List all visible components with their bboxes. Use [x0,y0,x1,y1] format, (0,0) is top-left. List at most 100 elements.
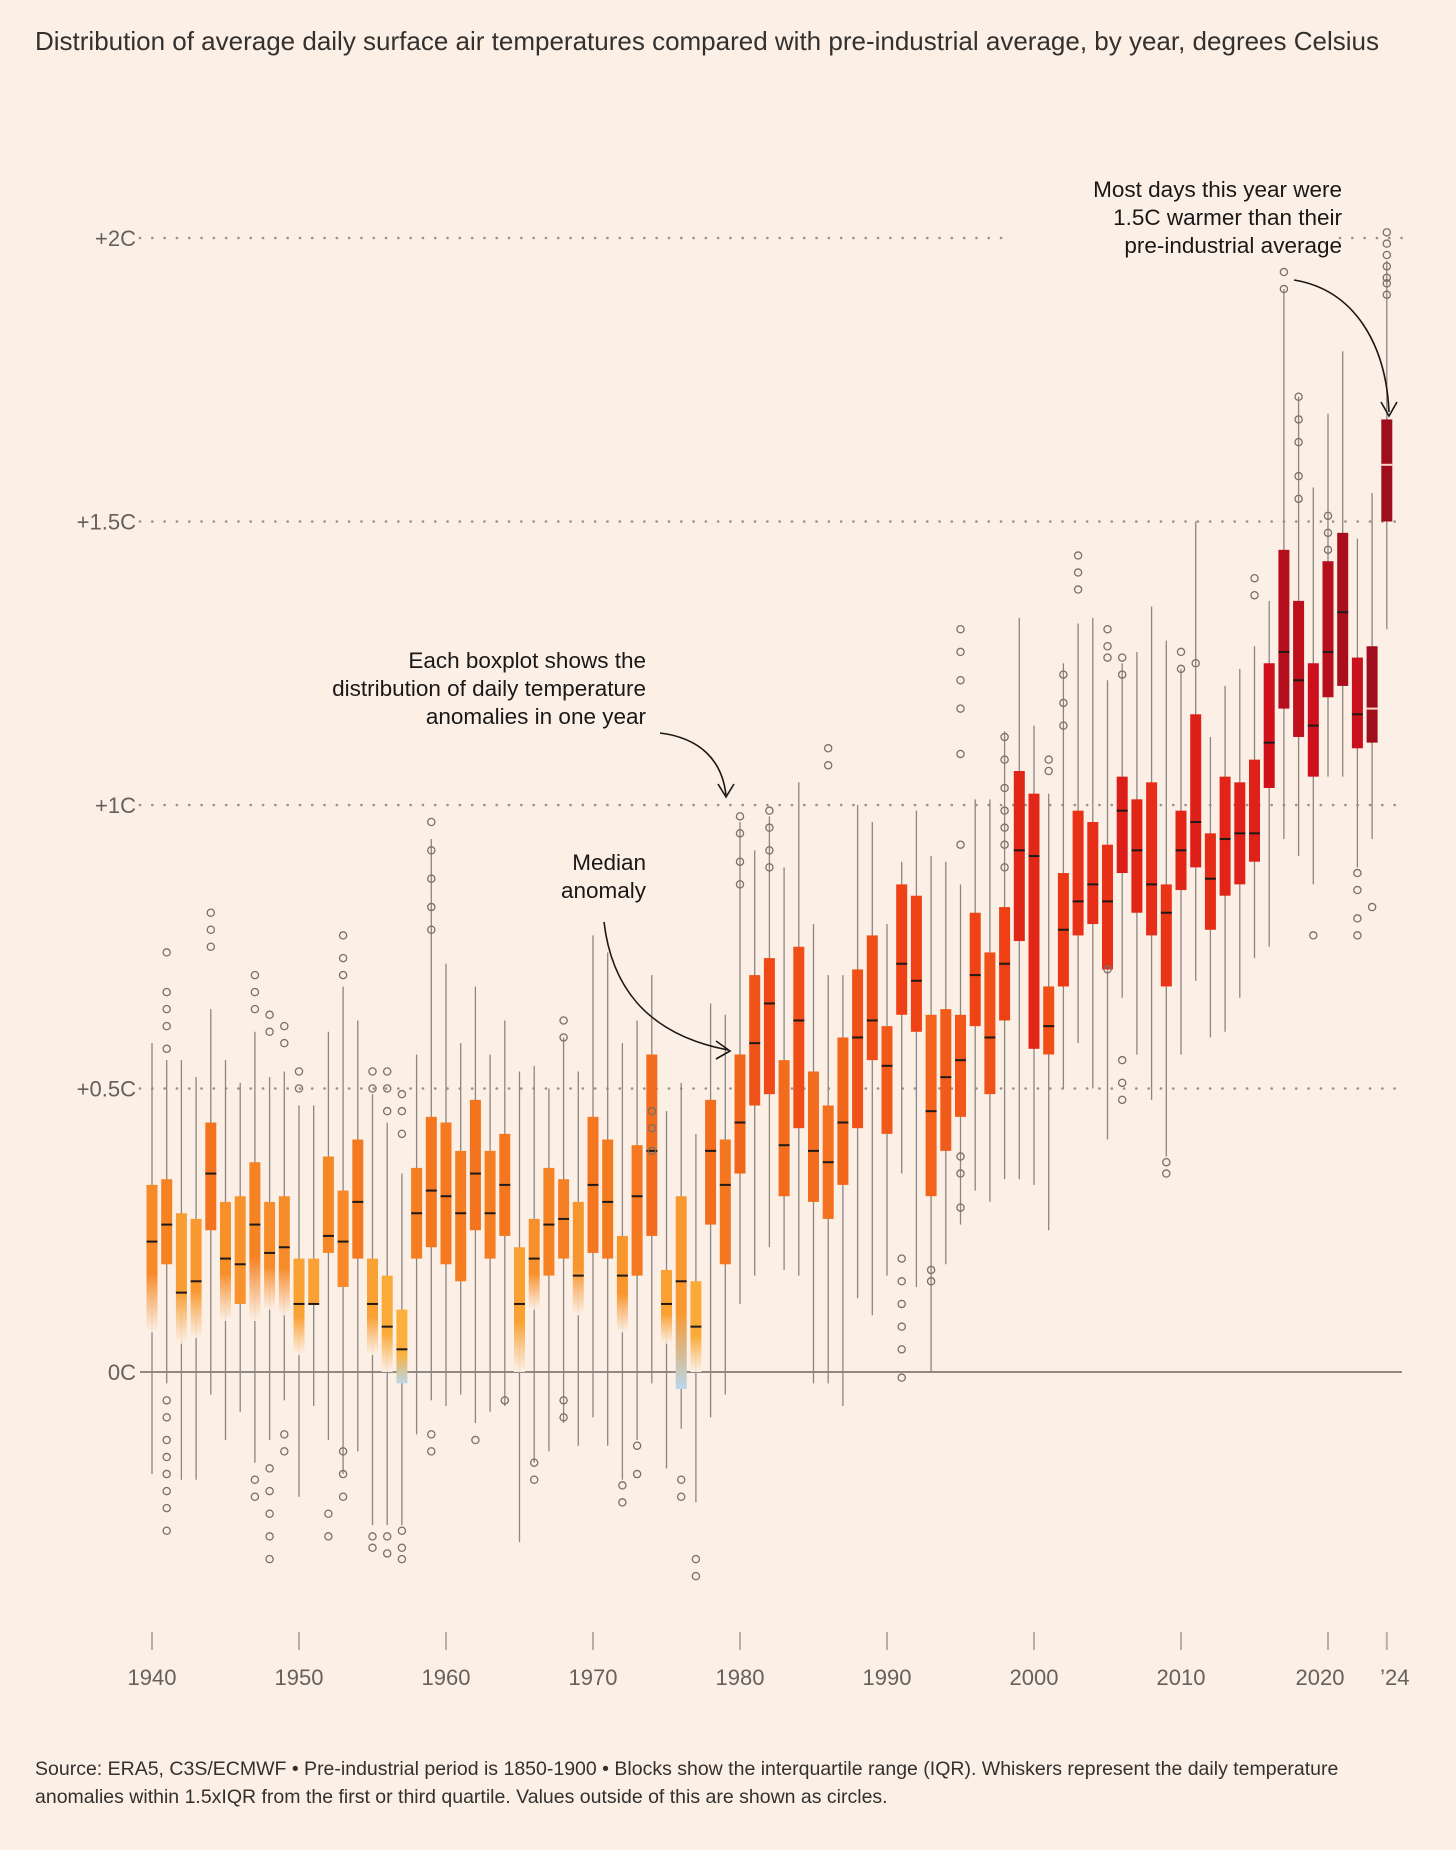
x-tick-label: 2020 [1296,1665,1345,1690]
boxplot-1982 [763,806,775,1248]
iqr-box [1102,844,1113,970]
outlier-point [162,948,171,957]
outlier-point [823,744,833,753]
outlier-point [280,1447,289,1456]
outlier-point [1353,914,1362,923]
iqr-box [220,1201,231,1321]
outlier-point [250,987,260,997]
outlier-point [765,846,774,855]
boxplot-2023 [1366,493,1378,912]
outlier-point [397,1129,407,1139]
y-tick-label: +1C [95,793,136,818]
outlier-point [162,1413,171,1422]
annotation-median-line-1: Median [572,850,646,875]
boxplot-2016 [1263,600,1275,947]
source-footnote: Source: ERA5, C3S/ECMWF • Pre-industrial… [35,1758,1339,1808]
boxplot-2013 [1219,685,1231,1032]
boxplot-1950 [293,1067,305,1497]
outlier-point [265,1486,274,1496]
iqr-box [1249,759,1260,862]
outlier-point [897,1299,906,1309]
iqr-box [955,1014,966,1117]
iqr-box [396,1309,408,1384]
boxplot-1993 [925,856,937,1372]
y-tick-label: +0.5C [77,1077,136,1102]
outlier-point [294,1084,304,1093]
boxplot-2012 [1204,736,1216,1038]
boxplot-1960 [440,963,452,1407]
outlier-point [250,1475,260,1484]
outlier-point [1382,279,1392,288]
outlier-point [1103,965,1112,974]
iqr-box [808,1071,819,1202]
x-tick-label: 1940 [128,1665,177,1690]
outlier-point [1279,267,1289,277]
boxplot-2010 [1175,647,1187,1055]
boxplot-1945 [220,1060,231,1441]
outlier-point [1000,755,1009,764]
boxplot-1980 [734,812,746,1304]
iqr-box [1087,822,1099,925]
outlier-point [382,1067,392,1076]
iqr-box [484,1150,496,1259]
boxplot-1996 [969,799,981,1191]
outlier-point [382,1084,392,1093]
iqr-box [1013,770,1025,942]
outlier-point [1059,721,1068,730]
outlier-point [397,1106,407,1116]
boxplot-1955 [367,1067,378,1553]
outlier-point [691,1571,701,1581]
boxplot-1969 [572,1071,584,1446]
outlier-point [676,1475,686,1484]
iqr-box [1322,561,1334,698]
outlier-point [559,1396,568,1405]
outlier-point [1191,659,1200,668]
outlier-point [382,1106,392,1116]
outlier-point [1000,732,1009,742]
boxplot-1968 [558,1016,570,1424]
iqr-box [1028,793,1040,1049]
outlier-point [823,761,833,770]
x-tick-label: ’24 [1380,1665,1409,1690]
outlier-point [1044,755,1053,764]
outlier-point [368,1067,377,1076]
outlier-point [735,857,745,866]
outlier-point [735,812,745,821]
iqr-box [205,1122,217,1231]
iqr-box [514,1247,525,1372]
iqr-box [1131,799,1143,913]
iqr-box [675,1196,687,1390]
iqr-box [1381,419,1393,522]
boxplot-1949 [278,1021,290,1456]
boxplot-2006 [1116,653,1128,1105]
outlier-point [265,1464,274,1473]
boxplot-2004 [1087,617,1099,1089]
boxplot-1970 [587,935,599,1418]
outlier-point [427,1447,436,1456]
outlier-point [1073,568,1083,577]
outlier-point [1367,902,1377,912]
boxplot-1972 [616,1043,628,1507]
outlier-point [1176,647,1186,657]
outlier-point [529,1458,539,1467]
outlier-point [1117,1095,1127,1105]
outlier-point [162,1503,171,1513]
chart-title: Distribution of average daily surface ai… [35,26,1379,56]
boxplot-1987 [837,975,849,1407]
outlier-point [382,1549,392,1558]
boxplot-2008 [1146,606,1158,1100]
iqr-box [337,1190,349,1287]
outlier-point [559,1413,568,1422]
iqr-box [161,1179,173,1265]
boxplot-2003 [1072,551,1084,1044]
outlier-point [897,1373,906,1382]
boxplot-2020 [1322,413,1334,777]
boxplot-1967 [543,1088,555,1452]
boxplot-2024 [1381,228,1393,630]
outlier-point [338,1492,348,1501]
iqr-box [572,1201,584,1316]
outlier-point [397,1526,407,1536]
outlier-point [265,1010,274,1020]
outlier-point [1353,931,1362,940]
boxplot-1974 [646,975,658,1384]
